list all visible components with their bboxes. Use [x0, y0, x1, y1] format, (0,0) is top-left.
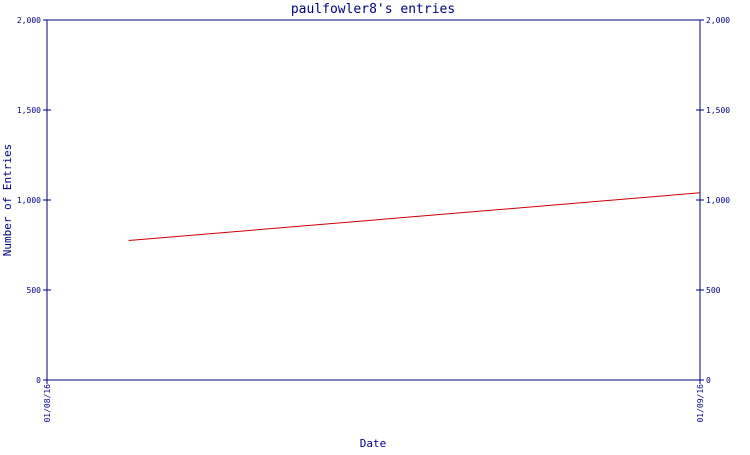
y-tick-label-left: 0: [36, 376, 41, 385]
series-layer: [128, 192, 701, 241]
y-tick-label-right: 0: [706, 376, 711, 385]
y-tick-label-right: 1,000: [706, 196, 730, 205]
y-tick-label-left: 1,000: [17, 196, 41, 205]
y-tick-label-right: 2,000: [706, 16, 730, 25]
x-ticks: 01/08/16 01/09/16: [43, 380, 705, 423]
y-axis-title: Number of Entries: [1, 144, 14, 257]
chart-title: paulfowler8's entries: [291, 2, 455, 17]
x-tick-label: 01/09/16: [696, 384, 705, 423]
y-tick-label-left: 500: [27, 286, 42, 295]
x-axis-title: Date: [360, 437, 387, 450]
y-tick-label-left: 1,500: [17, 106, 41, 115]
y-tick-label-right: 500: [706, 286, 721, 295]
y-ticks-right: 0 500 1,000 1,500 2,000: [696, 16, 730, 385]
y-ticks-left: 0 500 1,000 1,500 2,000: [17, 16, 51, 385]
plot-area: [46, 19, 701, 381]
y-tick-label-left: 2,000: [17, 16, 41, 25]
x-tick-label: 01/08/16: [43, 384, 52, 423]
y-tick-label-right: 1,500: [706, 106, 730, 115]
series-line: [128, 192, 701, 241]
